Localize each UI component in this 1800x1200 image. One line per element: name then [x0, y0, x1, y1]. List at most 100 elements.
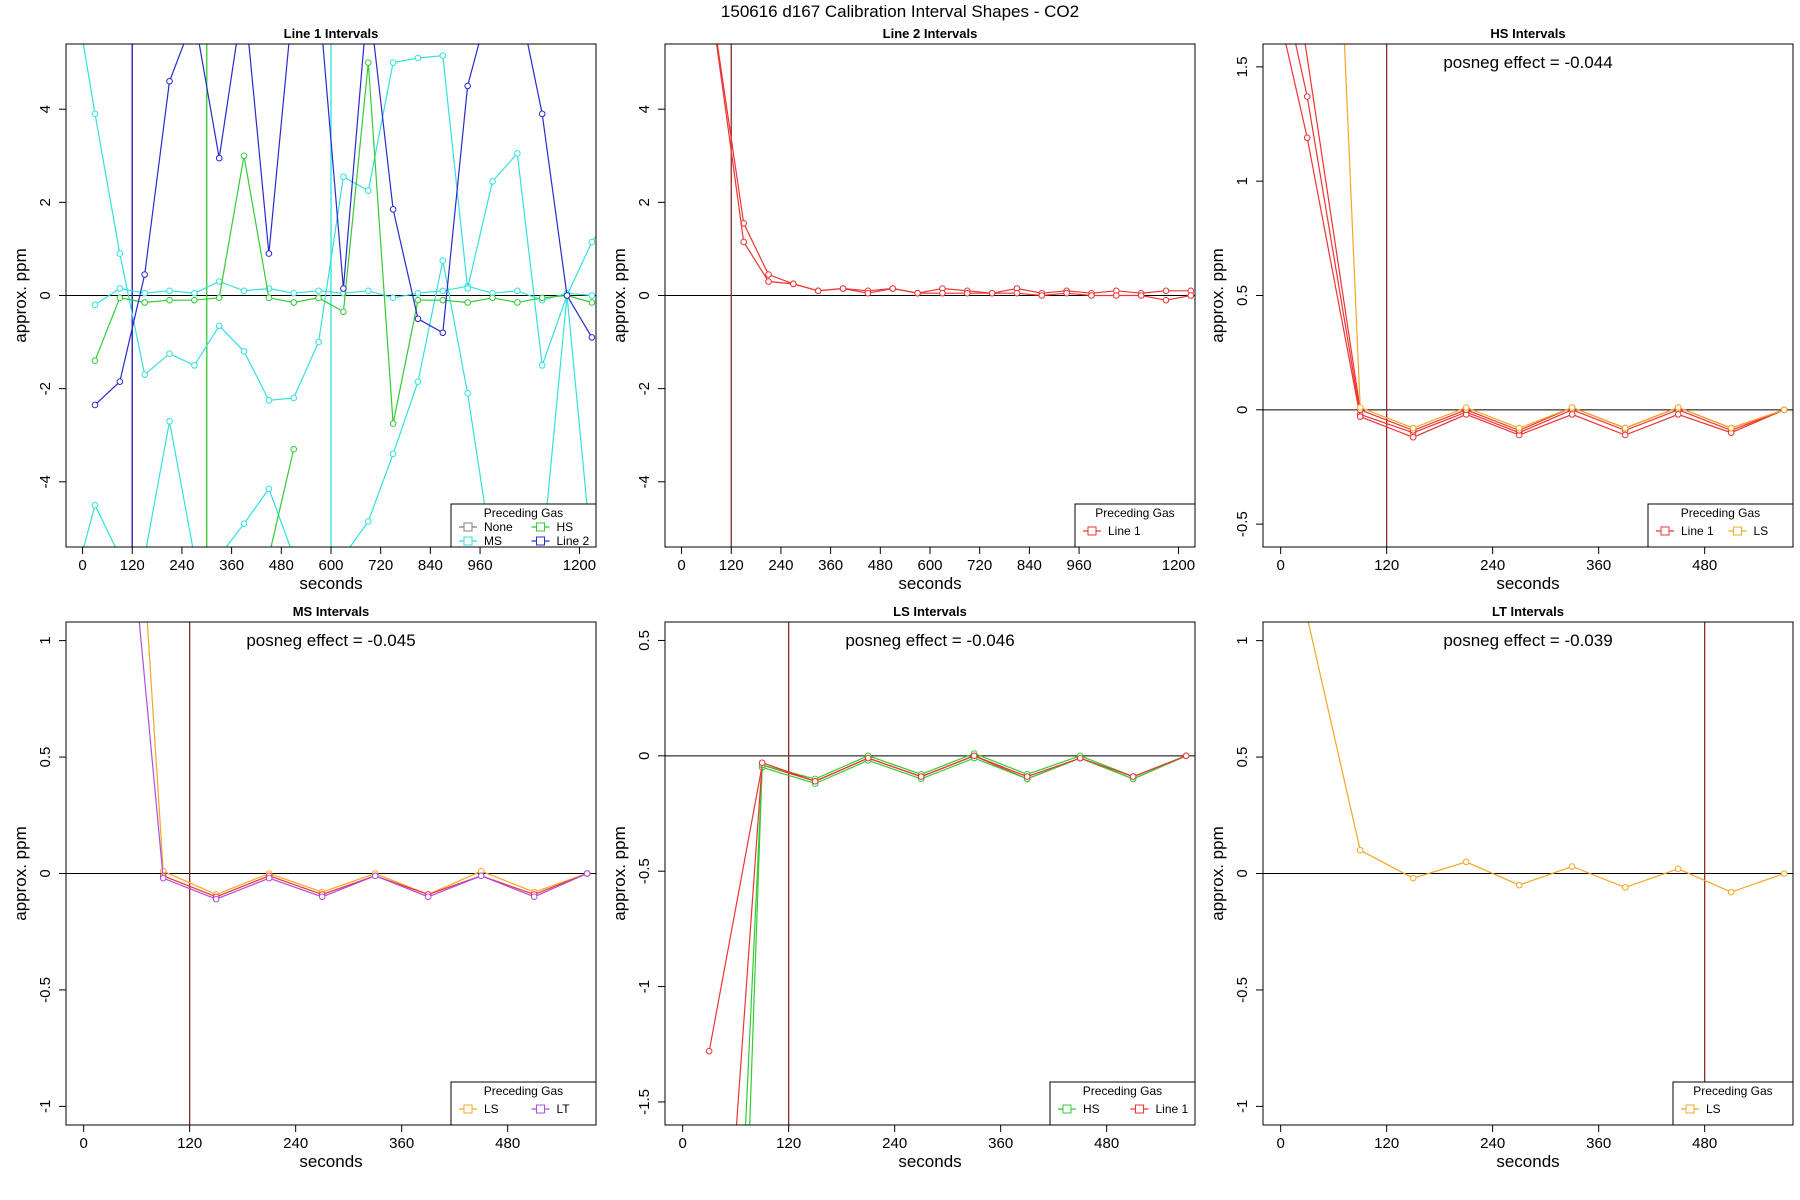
legend-swatch-marker — [536, 1104, 545, 1114]
x-tick-label: 0 — [678, 1135, 686, 1152]
data-point — [91, 401, 99, 409]
data-point — [265, 396, 273, 404]
data-point — [914, 289, 921, 297]
data-point — [414, 289, 422, 297]
data-point — [389, 59, 397, 66]
x-axis-label: seconds — [299, 1152, 362, 1171]
data-point — [1568, 404, 1576, 411]
y-tick-label: 1 — [1234, 177, 1251, 185]
data-point — [340, 173, 347, 181]
legend-box — [1049, 1081, 1196, 1126]
series-line-lt — [138, 622, 588, 900]
data-point — [91, 110, 99, 118]
data-point — [464, 299, 471, 306]
data-point — [740, 238, 747, 246]
x-tick-label: 120 — [120, 557, 145, 574]
x-tick-label: 240 — [169, 557, 194, 574]
data-point — [1023, 773, 1031, 780]
y-tick-label: 2 — [37, 198, 54, 206]
data-point — [1568, 411, 1576, 418]
data-point — [318, 893, 326, 901]
data-point — [988, 289, 996, 297]
data-point — [1303, 93, 1311, 100]
legend-swatch-marker — [463, 1104, 473, 1114]
legend-entry: None — [484, 520, 513, 534]
data-point — [91, 357, 99, 365]
x-tick-label: 0 — [1276, 557, 1284, 574]
data-point — [1304, 615, 1310, 621]
panel-title: MS Intervals — [293, 604, 370, 619]
data-point — [790, 280, 797, 288]
data-point — [439, 296, 447, 304]
data-point — [116, 285, 124, 292]
legend-entry: Line 1 — [1156, 1102, 1189, 1116]
x-tick-label: 600 — [318, 557, 343, 574]
data-point — [963, 289, 971, 297]
data-point — [464, 82, 471, 90]
series-line-line-1 — [735, 755, 1187, 1125]
legend: Preceding Gas Line 1 — [1074, 503, 1196, 548]
plot-area — [82, 44, 596, 560]
x-tick-label: 240 — [1480, 1135, 1505, 1152]
data-point — [290, 445, 298, 453]
legend-entry: Line 2 — [557, 534, 590, 548]
legend-title: Preceding Gas — [1083, 1084, 1162, 1098]
panel-6: LT Intervals 0 120 240 360 480 seconds -1 -0.5 0 0… — [1208, 604, 1794, 1171]
legend-box — [1672, 1081, 1794, 1126]
data-point — [1409, 874, 1417, 882]
data-point — [1674, 404, 1682, 411]
data-point — [166, 417, 173, 425]
data-point — [240, 520, 248, 528]
data-point — [1063, 289, 1070, 297]
data-point — [588, 299, 596, 306]
data-point — [889, 285, 897, 292]
data-point — [364, 59, 372, 66]
y-tick-label: 2 — [636, 198, 653, 206]
y-tick-label: 4 — [37, 105, 54, 113]
data-point — [514, 299, 521, 306]
legend-entry: Line 1 — [1681, 524, 1714, 538]
data-point — [141, 271, 148, 278]
data-point — [477, 872, 485, 880]
data-point — [1727, 424, 1735, 432]
x-tick-label: 360 — [818, 557, 843, 574]
x-tick-label: 480 — [1692, 1135, 1717, 1152]
data-point — [1162, 296, 1170, 304]
data-point — [970, 752, 978, 760]
data-point — [315, 287, 322, 295]
legend-title: Preceding Gas — [484, 506, 563, 520]
plot-frame — [664, 621, 1196, 1126]
data-point — [340, 308, 347, 316]
series-line-line-1 — [708, 755, 1187, 1052]
data-point — [215, 322, 223, 330]
legend-title: Preceding Gas — [1693, 1084, 1772, 1098]
y-tick-label: -4 — [37, 475, 54, 488]
data-point — [315, 294, 322, 302]
data-point — [91, 501, 99, 509]
legend-swatch-marker — [463, 522, 473, 532]
data-point — [91, 301, 99, 309]
data-point — [588, 238, 596, 246]
x-tick-label: 0 — [78, 557, 86, 574]
data-point — [215, 154, 223, 162]
legend-swatch-marker — [1062, 1104, 1072, 1114]
x-axis-label: seconds — [1496, 574, 1559, 593]
y-tick-label: -2 — [37, 382, 54, 395]
x-tick-label: 480 — [269, 557, 294, 574]
x-tick-label: 120 — [719, 557, 744, 574]
y-axis-label: approx. ppm — [610, 248, 629, 343]
series-line-ls — [1307, 622, 1785, 893]
plot-area — [138, 622, 591, 1125]
series-line-ls — [146, 622, 588, 896]
data-point — [515, 554, 521, 560]
data-point — [265, 294, 273, 302]
data-point — [1674, 411, 1682, 418]
x-tick-label: 0 — [79, 1135, 87, 1152]
data-point — [464, 285, 471, 292]
series-line-ms — [82, 44, 596, 401]
x-tick-label: 720 — [368, 557, 393, 574]
data-point — [166, 287, 173, 295]
legend-entry: HS — [557, 520, 574, 534]
y-tick-label: -0.5 — [636, 858, 653, 884]
